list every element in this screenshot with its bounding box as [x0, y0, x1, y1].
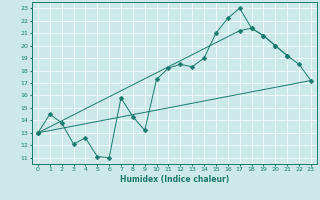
X-axis label: Humidex (Indice chaleur): Humidex (Indice chaleur): [120, 175, 229, 184]
